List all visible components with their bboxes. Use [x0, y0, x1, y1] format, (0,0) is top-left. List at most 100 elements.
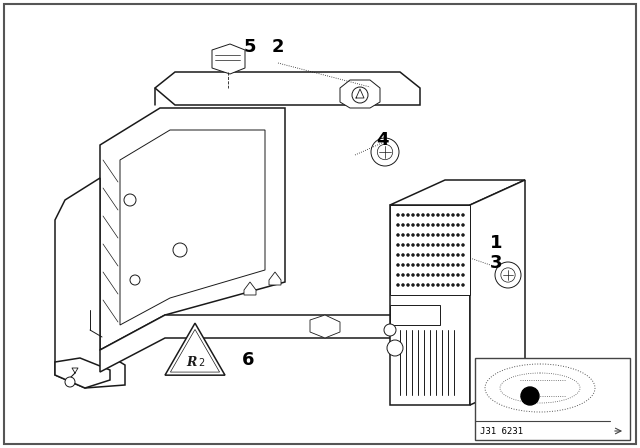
Circle shape	[401, 233, 404, 237]
Polygon shape	[212, 44, 245, 74]
Circle shape	[412, 224, 415, 227]
Circle shape	[397, 254, 399, 257]
Circle shape	[401, 214, 404, 216]
Circle shape	[352, 87, 368, 103]
Circle shape	[442, 224, 445, 227]
Circle shape	[406, 244, 410, 246]
Circle shape	[447, 233, 449, 237]
Polygon shape	[120, 130, 265, 325]
Circle shape	[431, 233, 435, 237]
Circle shape	[397, 214, 399, 216]
Circle shape	[456, 224, 460, 227]
Circle shape	[406, 224, 410, 227]
Circle shape	[442, 284, 445, 287]
Circle shape	[426, 233, 429, 237]
Circle shape	[422, 284, 424, 287]
Circle shape	[442, 254, 445, 257]
Circle shape	[397, 284, 399, 287]
Circle shape	[406, 254, 410, 257]
Circle shape	[397, 224, 399, 227]
Circle shape	[451, 263, 454, 267]
Text: 1: 1	[490, 234, 502, 252]
Circle shape	[401, 244, 404, 246]
Text: 4: 4	[376, 131, 388, 149]
Circle shape	[417, 214, 419, 216]
Circle shape	[431, 224, 435, 227]
Circle shape	[426, 224, 429, 227]
Polygon shape	[155, 72, 420, 105]
Polygon shape	[100, 108, 285, 350]
Polygon shape	[244, 282, 256, 295]
Polygon shape	[170, 329, 220, 372]
Circle shape	[417, 284, 419, 287]
Text: 2: 2	[272, 38, 284, 56]
Polygon shape	[390, 305, 440, 325]
Circle shape	[431, 263, 435, 267]
Circle shape	[451, 244, 454, 246]
Circle shape	[451, 284, 454, 287]
Circle shape	[436, 244, 440, 246]
Text: 5: 5	[244, 38, 256, 56]
Circle shape	[412, 263, 415, 267]
Circle shape	[442, 233, 445, 237]
Polygon shape	[390, 205, 470, 295]
Circle shape	[451, 273, 454, 276]
Polygon shape	[340, 80, 380, 108]
Circle shape	[401, 254, 404, 257]
Circle shape	[422, 263, 424, 267]
Circle shape	[426, 273, 429, 276]
Circle shape	[436, 214, 440, 216]
Circle shape	[417, 263, 419, 267]
Circle shape	[451, 224, 454, 227]
Circle shape	[461, 263, 465, 267]
Circle shape	[426, 254, 429, 257]
Circle shape	[417, 254, 419, 257]
Circle shape	[384, 324, 396, 336]
Circle shape	[426, 284, 429, 287]
Circle shape	[422, 214, 424, 216]
Circle shape	[442, 214, 445, 216]
Circle shape	[371, 138, 399, 166]
Circle shape	[417, 224, 419, 227]
Polygon shape	[310, 315, 340, 338]
Circle shape	[417, 273, 419, 276]
Polygon shape	[390, 205, 470, 405]
Circle shape	[431, 244, 435, 246]
Circle shape	[451, 214, 454, 216]
Text: J31 6231: J31 6231	[480, 426, 523, 435]
Circle shape	[401, 284, 404, 287]
Circle shape	[461, 233, 465, 237]
Circle shape	[447, 244, 449, 246]
Circle shape	[412, 244, 415, 246]
Circle shape	[501, 268, 515, 282]
Circle shape	[447, 214, 449, 216]
Circle shape	[397, 244, 399, 246]
Circle shape	[447, 224, 449, 227]
Circle shape	[451, 233, 454, 237]
Circle shape	[456, 244, 460, 246]
Circle shape	[521, 387, 539, 405]
Circle shape	[422, 244, 424, 246]
Circle shape	[417, 233, 419, 237]
Circle shape	[431, 254, 435, 257]
Circle shape	[461, 244, 465, 246]
Text: 3: 3	[490, 254, 502, 272]
Circle shape	[412, 273, 415, 276]
Circle shape	[422, 273, 424, 276]
Circle shape	[436, 263, 440, 267]
Circle shape	[406, 273, 410, 276]
Circle shape	[431, 284, 435, 287]
Polygon shape	[390, 180, 525, 205]
Circle shape	[436, 284, 440, 287]
Circle shape	[426, 214, 429, 216]
Circle shape	[406, 214, 410, 216]
Circle shape	[65, 377, 75, 387]
Circle shape	[406, 263, 410, 267]
Circle shape	[412, 233, 415, 237]
Circle shape	[422, 233, 424, 237]
Circle shape	[456, 214, 460, 216]
Circle shape	[461, 284, 465, 287]
Circle shape	[412, 214, 415, 216]
Circle shape	[387, 340, 403, 356]
Circle shape	[401, 263, 404, 267]
